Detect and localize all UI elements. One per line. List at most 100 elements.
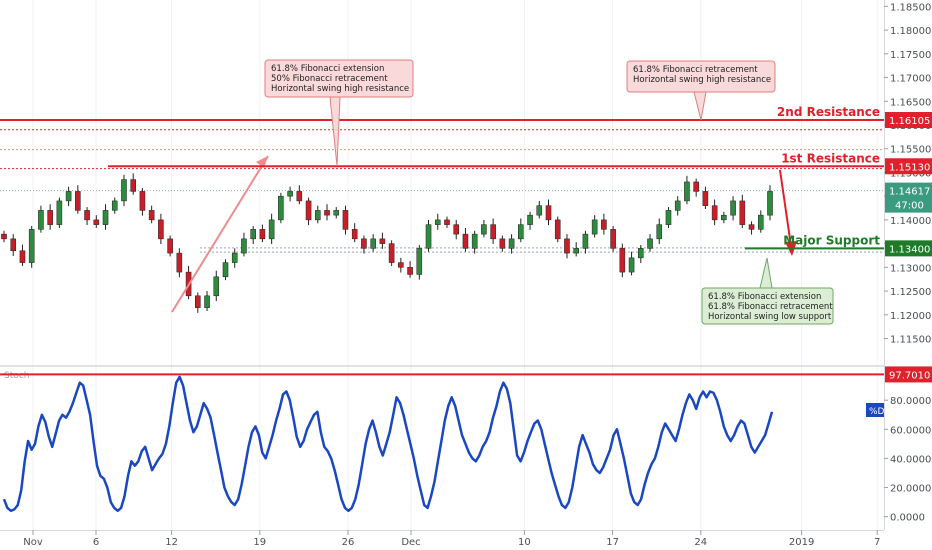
callout-text: 61.8% Fibonacci extension [271, 64, 384, 74]
current-price-value: 1.14617 [889, 187, 930, 198]
candle-body [490, 224, 496, 240]
candle-body [250, 229, 256, 240]
price-tick-label: 1.11500 [890, 335, 931, 346]
candle-body [19, 250, 26, 263]
callout-pointer [759, 257, 773, 289]
candle-body [647, 238, 653, 249]
candle-body [324, 210, 330, 216]
candle-body [610, 229, 616, 249]
candle-body [545, 205, 552, 221]
candle-body [56, 200, 63, 225]
candle-body [222, 262, 229, 278]
stoch-tick-label: 20.0000 [890, 484, 931, 495]
candle-body [434, 219, 441, 225]
candle-body [518, 224, 524, 240]
candle-body [379, 238, 386, 244]
current-price-tag [885, 182, 932, 213]
candle-body [665, 210, 672, 225]
price-tick-label: 1.16500 [890, 97, 931, 108]
rising-arrow-head [256, 156, 268, 168]
price-tick-label: 1.14000 [890, 216, 931, 227]
stochastic-pane: Stoch 80.0000 60.0000 40.0000 20.0000 0.0000 9… [0, 366, 932, 524]
callout-text: Horizontal swing high resistance [633, 75, 771, 85]
candle-body [296, 191, 303, 202]
candle-body [213, 276, 220, 297]
price-tick-label: 1.12000 [890, 311, 931, 322]
price-tick-label: 1.18500 [890, 2, 931, 13]
candle-body [628, 257, 635, 273]
callout-pointer [329, 96, 341, 167]
price-tick-label: 1.12500 [890, 287, 931, 298]
candle-body [241, 238, 247, 254]
time-tick-label: 10 [518, 537, 531, 548]
stoch-level-value: 97.7010 [889, 370, 930, 381]
candle-body [684, 181, 690, 202]
candle-body [453, 224, 460, 235]
level-price-tag [885, 240, 932, 257]
candle-body [398, 262, 404, 268]
stoch-level-tag [885, 366, 932, 383]
candle-body [342, 210, 349, 230]
stoch-tick-label: 0.0000 [890, 513, 925, 524]
stoch-tick-label: 60.0000 [890, 425, 931, 436]
candle-body [767, 191, 773, 216]
candle-body [416, 248, 423, 275]
time-tick-label: 19 [253, 537, 266, 548]
candle-body [158, 219, 164, 240]
level-price-tag [885, 112, 932, 129]
candle-body [278, 195, 284, 221]
candle-body [527, 214, 533, 225]
candle-body [425, 224, 432, 249]
time-axis: Nov 6 12 19 26 Dec 10 17 24 2019 7 [23, 530, 880, 548]
candle-body [75, 191, 81, 211]
candle-body [407, 267, 413, 275]
time-tick-label: Nov [23, 537, 43, 548]
candle-body [305, 200, 312, 221]
candle-body [195, 295, 201, 308]
price-tick-label: 1.17500 [890, 50, 931, 61]
candle-body [176, 252, 183, 273]
candle-body [730, 200, 736, 216]
callout-box [701, 287, 834, 325]
candle-body [287, 191, 293, 197]
candle-body [268, 219, 275, 240]
candle-body [28, 229, 35, 263]
candle-body [499, 238, 506, 249]
candle-body [739, 200, 746, 225]
candle-body [47, 210, 53, 225]
candle-body [674, 200, 681, 211]
level-name: Major Support [783, 233, 880, 247]
level-lines[interactable]: 2nd Resistance 1st Resistance Major Suppor… [0, 105, 884, 250]
candle-body [102, 210, 109, 225]
candle-body [711, 205, 718, 221]
time-tick-label: 7 [874, 537, 880, 548]
callout-pointer [693, 91, 707, 121]
candle-body [582, 233, 589, 249]
countdown-timer: 47:00 [895, 201, 924, 212]
time-tick-label: 2019 [789, 537, 814, 548]
candle-body [130, 179, 136, 192]
candle-body [554, 219, 561, 240]
candle-body [462, 233, 469, 249]
fib-dotted-lines [0, 129, 884, 253]
candle-body [481, 224, 487, 235]
candle-body [231, 252, 238, 263]
candle-body [148, 210, 155, 221]
price-tick-label: 1.15500 [890, 145, 931, 156]
candle-body [564, 238, 570, 254]
time-tick-label: 6 [93, 537, 99, 548]
candle-body [757, 214, 764, 230]
level-price-value: 1.16105 [889, 116, 930, 127]
candle-body [591, 219, 598, 235]
candle-body [139, 191, 146, 211]
time-tick-label: 17 [606, 537, 619, 548]
candle-body [471, 233, 478, 249]
candle-body [656, 224, 663, 240]
stoch-tick-label: 80.0000 [890, 396, 931, 407]
candle-body [65, 191, 72, 202]
callout-text: 50% Fibonacci retracement [271, 74, 388, 84]
time-tick-label: 24 [694, 537, 707, 548]
candle-body [361, 238, 367, 249]
